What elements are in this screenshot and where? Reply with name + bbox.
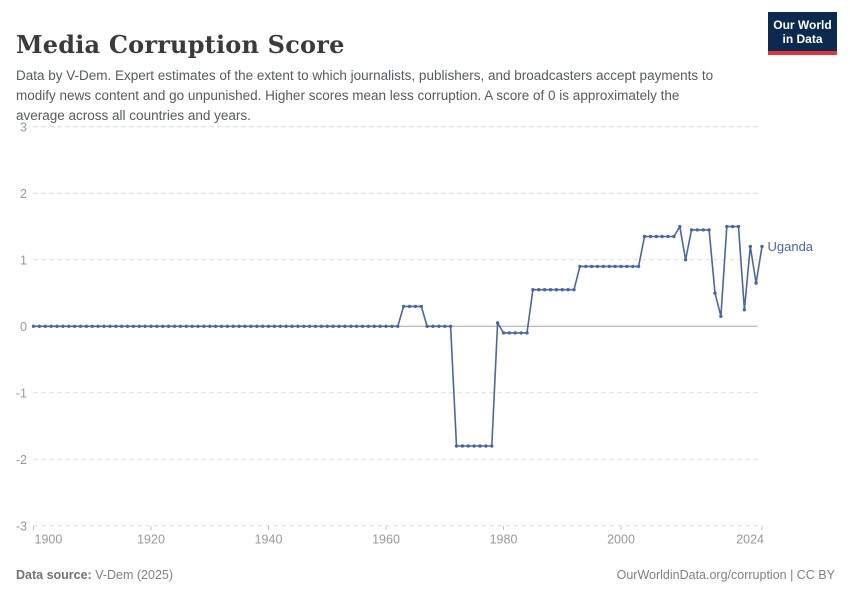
y-axis-labels: 3 2 1 0 -1 -2 -3 <box>16 120 27 533</box>
data-source-value: V-Dem (2025) <box>91 568 174 582</box>
svg-text:1: 1 <box>20 253 27 267</box>
line-chart[interactable]: 3 2 1 0 -1 -2 -3 1900 1920 1940 1960 1980 2000 2024 Ug… <box>0 0 850 560</box>
data-source-note: Data source: V-Dem (2025) <box>16 568 173 582</box>
page-title: Media Corruption Score <box>16 30 345 60</box>
svg-text:1960: 1960 <box>372 532 400 546</box>
owid-logo-line2: in Data <box>782 32 823 46</box>
svg-text:0: 0 <box>20 320 27 334</box>
data-source-label: Data source: <box>16 568 92 582</box>
svg-text:1940: 1940 <box>255 532 283 546</box>
owid-logo[interactable]: Our World in Data <box>768 12 837 55</box>
svg-text:2: 2 <box>20 187 27 201</box>
entity-label-uganda[interactable]: Uganda <box>768 239 814 254</box>
svg-text:2024: 2024 <box>736 532 764 546</box>
svg-text:3: 3 <box>20 120 27 134</box>
svg-text:1920: 1920 <box>137 532 165 546</box>
owid-logo-line1: Our World <box>773 18 832 32</box>
svg-text:1980: 1980 <box>490 532 518 546</box>
x-axis-ticks <box>33 525 763 531</box>
svg-text:2000: 2000 <box>607 532 635 546</box>
chart-subtitle: Data by V-Dem. Expert estimates of the e… <box>16 67 714 123</box>
x-axis-labels: 1900 1920 1940 1960 1980 2000 2024 <box>35 532 765 546</box>
uganda-points <box>31 224 764 448</box>
svg-text:-2: -2 <box>16 453 27 467</box>
chart-footer: Data source: V-Dem (2025) OurWorldinData… <box>16 568 835 582</box>
svg-text:-1: -1 <box>16 386 27 400</box>
footer-link[interactable]: OurWorldinData.org/corruption | CC BY <box>616 568 835 582</box>
svg-text:-3: -3 <box>16 519 27 533</box>
svg-text:1900: 1900 <box>35 532 63 546</box>
